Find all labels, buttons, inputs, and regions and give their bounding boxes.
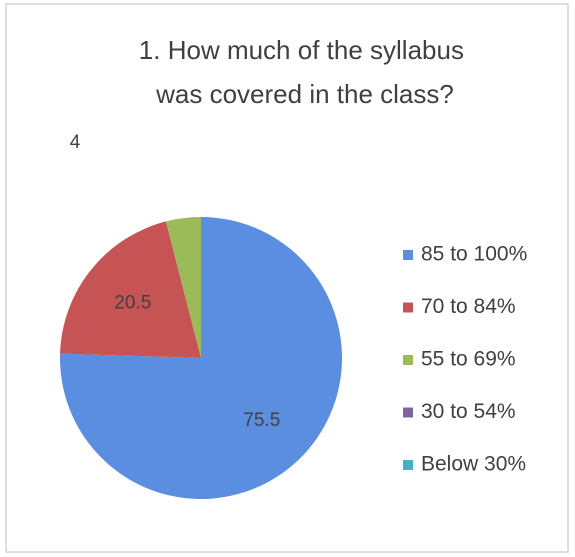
legend-label: 30 to 54% — [421, 400, 516, 423]
legend-label: 85 to 100% — [421, 243, 527, 266]
legend-swatch — [403, 460, 413, 470]
legend-swatch — [403, 407, 413, 418]
chart-title: 1. How much of the syllabus was covered … — [139, 35, 471, 109]
legend-label: Below 30% — [421, 453, 526, 476]
legend-label: 70 to 84% — [421, 295, 516, 318]
chart-title-line: was covered in the class? — [155, 79, 454, 109]
data-label: 20.5 — [114, 292, 151, 313]
data-label: 75.5 — [243, 410, 280, 431]
legend-swatch — [403, 250, 413, 260]
data-label: 4 — [70, 132, 81, 153]
legend-label: 55 to 69% — [421, 348, 516, 371]
pie-slice — [60, 221, 201, 358]
pie-slice — [59, 217, 342, 499]
pie-slice — [165, 217, 201, 358]
legend-swatch — [403, 355, 413, 365]
chart-title-line: 1. How much of the syllabus — [139, 35, 464, 65]
legend-swatch — [403, 302, 413, 313]
